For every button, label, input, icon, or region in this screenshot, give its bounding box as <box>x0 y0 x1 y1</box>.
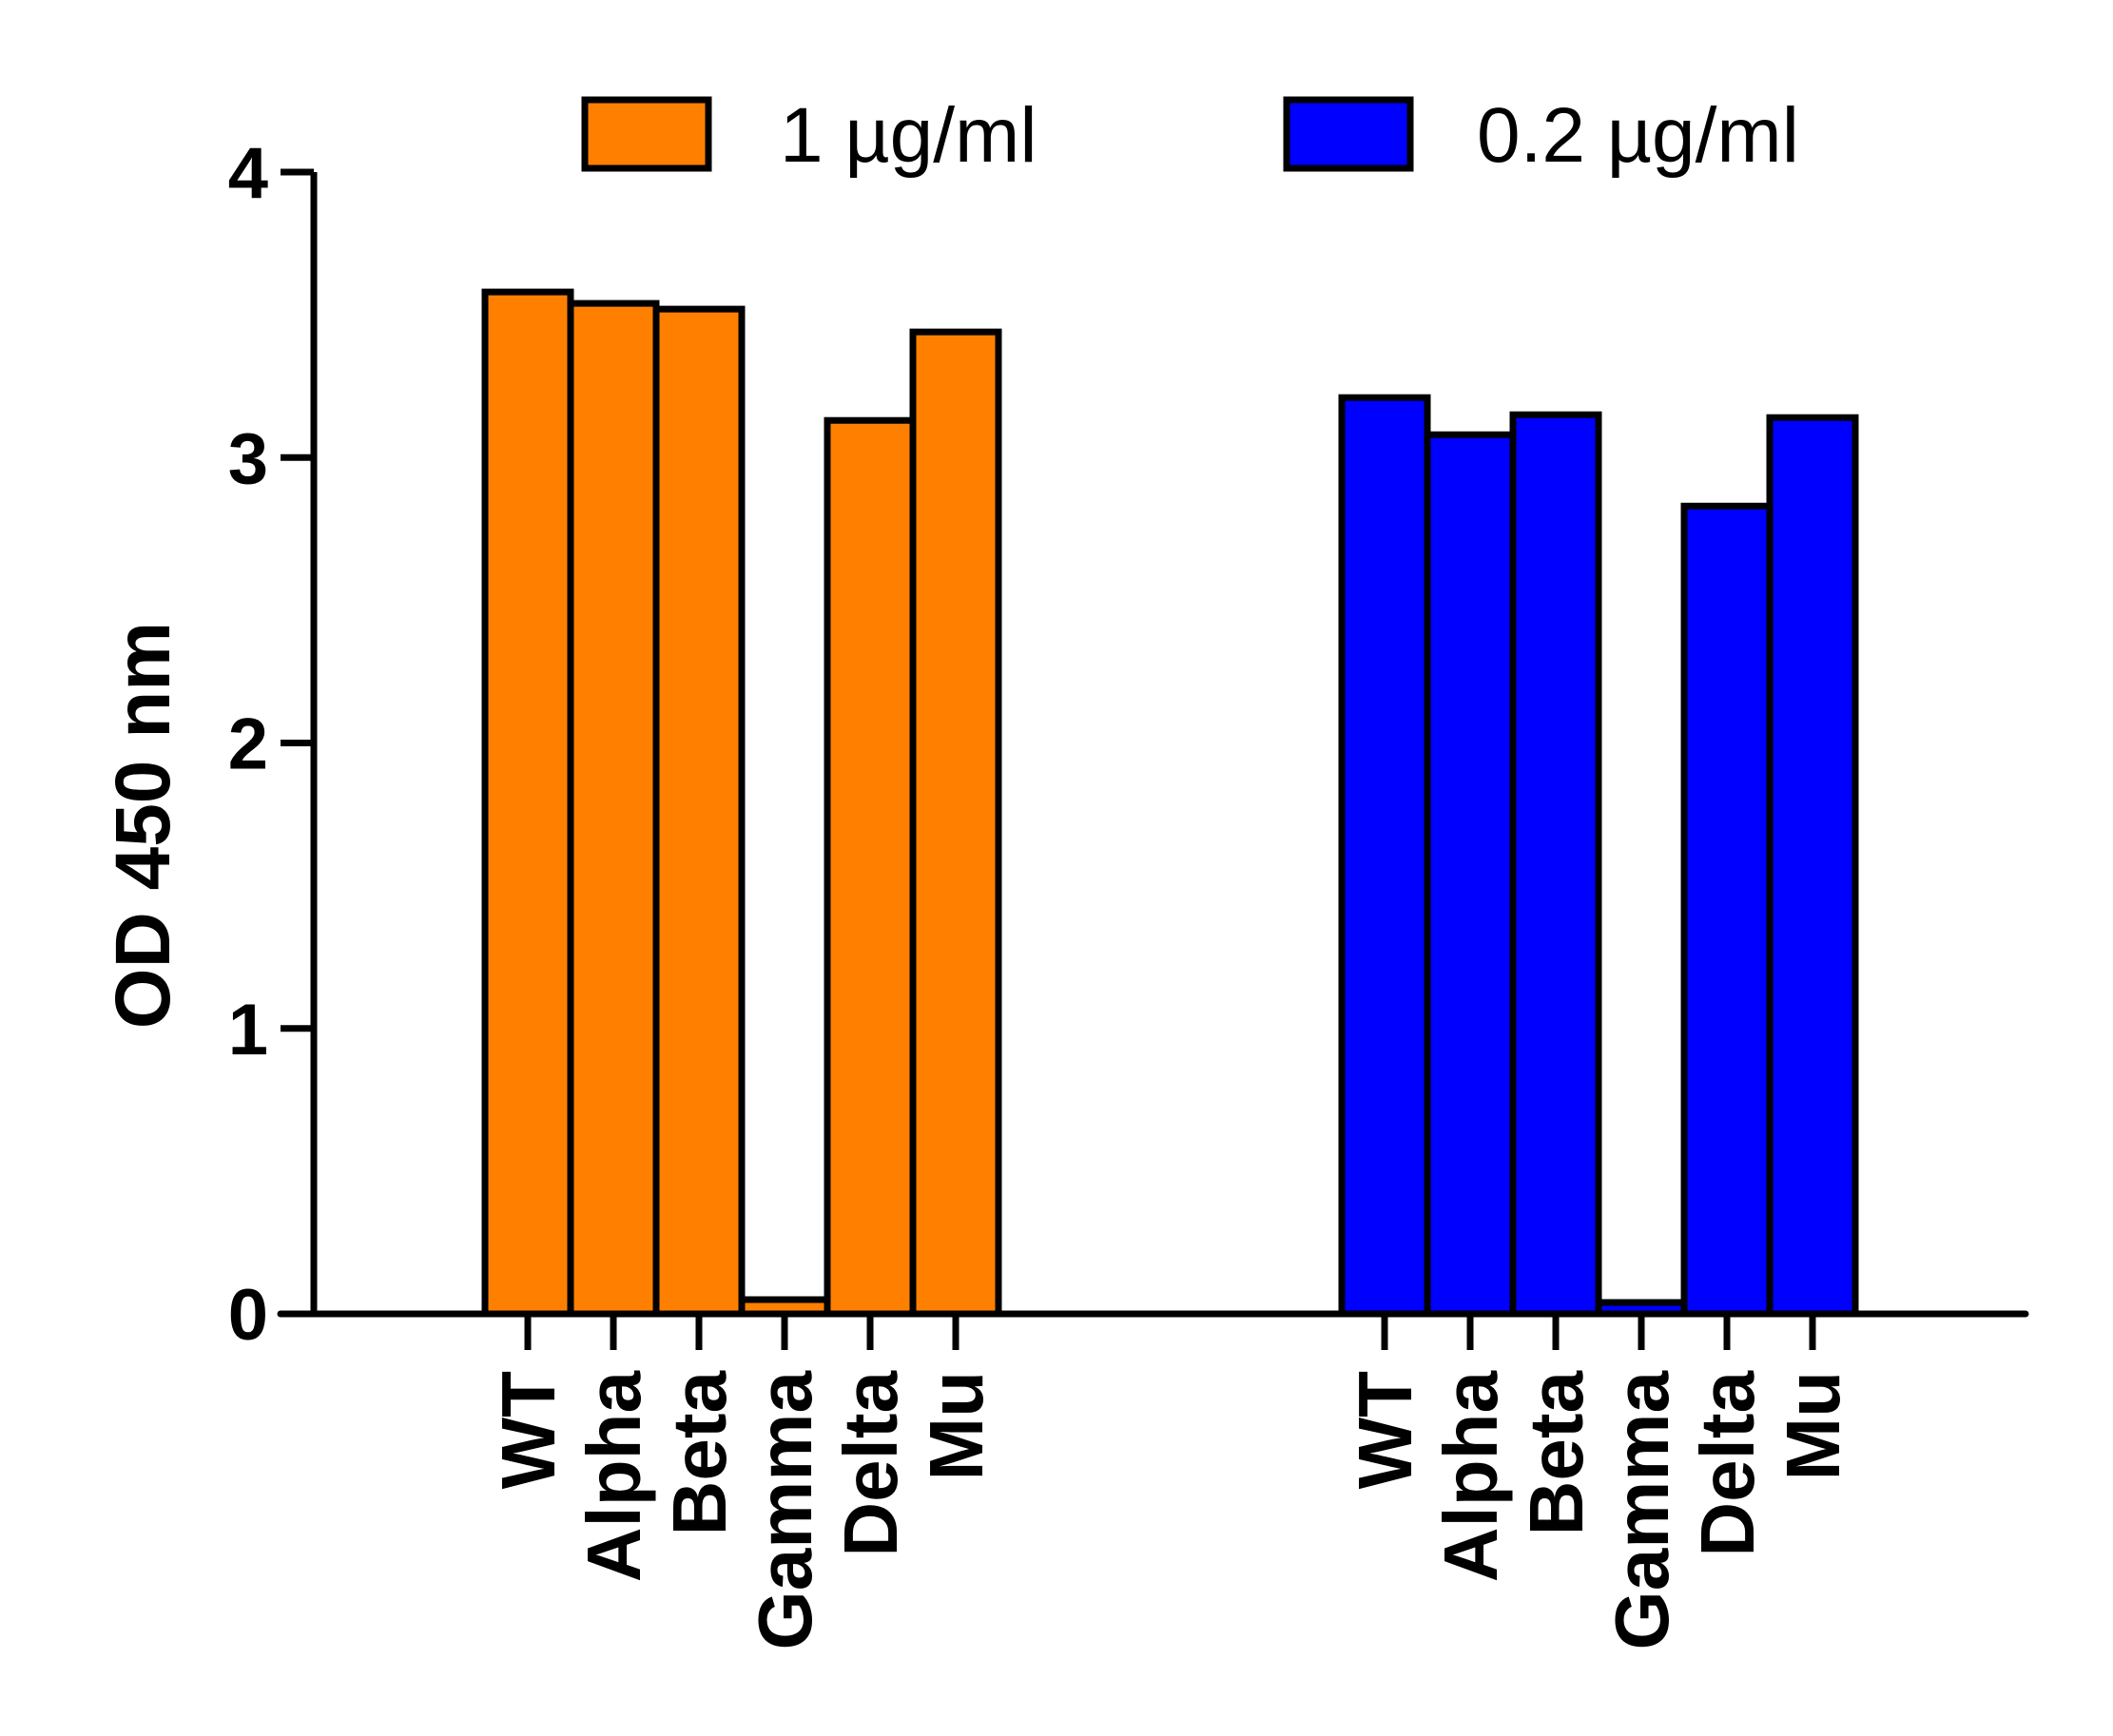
y-tick-label: 1 <box>228 990 268 1071</box>
y-tick-label: 0 <box>228 1275 268 1356</box>
x-tick-label-delta: Delta <box>828 1370 913 1556</box>
legend-label-1: 1 µg/ml <box>780 92 1037 179</box>
x-tick-label-beta: Beta <box>657 1371 742 1536</box>
x-tick-label-gamma: Gamma <box>743 1371 827 1650</box>
bar-2-wt <box>1338 394 1431 1318</box>
legend: 1 µg/ml 0.2 µg/ml <box>581 92 1799 179</box>
x-tick-label-wt: WT <box>1343 1371 1427 1490</box>
legend-swatch-2 <box>1283 96 1414 172</box>
bar-1-mu <box>909 328 1002 1318</box>
y-tick-label: 2 <box>228 704 268 785</box>
legend-label-2: 0.2 µg/ml <box>1477 92 1799 179</box>
x-tick-label-alpha: Alpha <box>572 1371 656 1583</box>
y-tick-label: 3 <box>228 418 268 499</box>
x-tick-label-alpha: Alpha <box>1428 1371 1513 1583</box>
bars-layer <box>481 288 1859 1318</box>
bar-1-alpha <box>567 299 660 1318</box>
bar-2-delta <box>1680 502 1774 1318</box>
x-tick-label-wt: WT <box>486 1371 571 1490</box>
bar-1-wt <box>481 288 574 1318</box>
bar-2-beta <box>1509 411 1602 1318</box>
bar-2-alpha <box>1424 431 1517 1318</box>
x-tick-label-gamma: Gamma <box>1599 1371 1684 1650</box>
bar-2-mu <box>1766 414 1859 1318</box>
x-tick-label-mu: Mu <box>1771 1371 1855 1481</box>
y-tick-label: 4 <box>228 133 268 214</box>
bar-1-beta <box>652 305 746 1318</box>
x-tick-label-mu: Mu <box>914 1371 998 1481</box>
x-tick-label-beta: Beta <box>1514 1371 1599 1536</box>
y-axis-title: OD 450 nm <box>100 622 186 1029</box>
axes-layer <box>277 168 2029 1350</box>
bar-1-delta <box>824 416 917 1318</box>
legend-swatch-1 <box>581 96 712 172</box>
x-tick-label-delta: Delta <box>1685 1370 1770 1556</box>
